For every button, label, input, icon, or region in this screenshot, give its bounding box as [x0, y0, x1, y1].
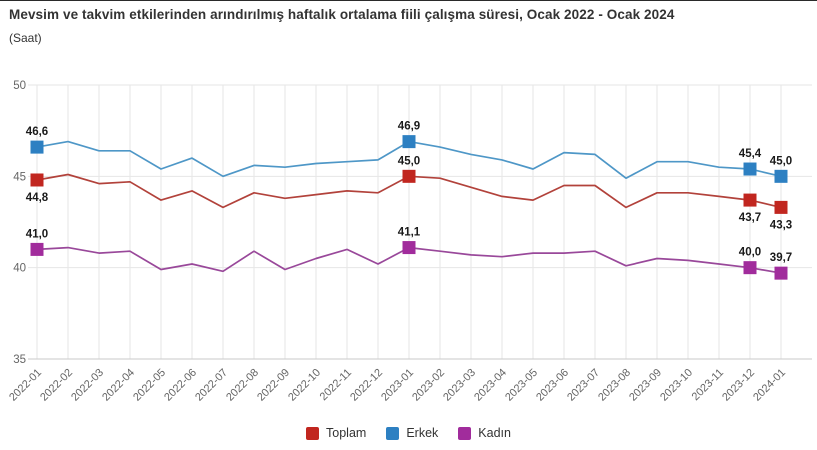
x-axis-label: 2022-08	[224, 367, 261, 404]
data-label-toplam: 45,0	[398, 155, 420, 167]
x-axis-label: 2023-02	[410, 367, 447, 404]
x-axis-label: 2022-09	[255, 367, 292, 404]
data-label-kadin: 40,0	[739, 247, 761, 259]
legend-item-erkek[interactable]: Erkek	[386, 426, 438, 440]
data-label-kadin: 41,0	[26, 228, 48, 240]
data-point-marker-toplam[interactable]	[774, 200, 788, 214]
data-point-marker-toplam[interactable]	[743, 193, 757, 207]
data-point-marker-erkek[interactable]	[743, 162, 757, 176]
legend-label: Toplam	[326, 426, 367, 440]
legend-swatch-icon	[458, 426, 472, 440]
x-axis-label: 2022-11	[318, 367, 354, 403]
x-axis-label: 2023-04	[472, 367, 509, 404]
legend-swatch-icon	[306, 426, 320, 440]
x-axis-label: 2023-12	[720, 367, 757, 404]
x-axis-label: 2023-01	[379, 367, 416, 404]
data-label-toplam: 43,3	[770, 219, 792, 231]
legend-item-kadin[interactable]: Kadın	[458, 426, 511, 440]
data-point-marker-kadin[interactable]	[774, 266, 788, 280]
legend-item-toplam[interactable]: Toplam	[306, 426, 366, 440]
x-axis-label: 2022-02	[38, 367, 75, 404]
chart-header: Mevsim ve takvim etkilerinden arındırılm…	[9, 7, 809, 45]
data-label-erkek: 46,6	[26, 126, 48, 138]
data-point-marker-erkek[interactable]	[402, 135, 416, 149]
x-axis-label: 2023-07	[565, 367, 602, 404]
x-axis-label: 2022-03	[69, 367, 106, 404]
data-point-marker-kadin[interactable]	[30, 242, 44, 256]
data-label-erkek: 45,4	[739, 148, 762, 160]
data-point-marker-toplam[interactable]	[30, 173, 44, 187]
data-label-toplam: 44,8	[26, 192, 49, 204]
x-axis-label: 2022-05	[131, 367, 168, 404]
y-axis-label: 50	[13, 80, 26, 92]
data-label-erkek: 45,0	[770, 155, 792, 167]
data-point-marker-kadin[interactable]	[402, 241, 416, 255]
legend-label: Erkek	[406, 426, 439, 440]
x-axis-label: 2023-03	[441, 367, 478, 404]
x-axis-label: 2022-12	[348, 367, 385, 404]
data-point-marker-erkek[interactable]	[30, 140, 44, 154]
chart-legend: Toplam Erkek Kadın	[0, 426, 817, 440]
x-axis-label: 2024-01	[751, 367, 788, 404]
x-axis-label: 2023-06	[534, 367, 571, 404]
x-axis-label: 2023-08	[596, 367, 633, 404]
x-axis-label: 2022-10	[286, 367, 323, 404]
y-axis-label: 45	[13, 171, 26, 183]
data-point-marker-erkek[interactable]	[774, 169, 788, 183]
x-axis-label: 2022-06	[162, 367, 199, 404]
y-axis-label: 35	[13, 354, 26, 366]
chart-subtitle: (Saat)	[9, 31, 42, 45]
legend-swatch-icon	[386, 426, 400, 440]
x-axis-label: 2022-07	[193, 367, 230, 404]
x-axis-label: 2023-11	[690, 367, 726, 403]
x-axis-label: 2022-04	[100, 367, 137, 404]
x-axis-label: 2023-09	[627, 367, 664, 404]
x-axis-label: 2023-10	[658, 367, 695, 404]
x-axis-label: 2022-01	[7, 367, 44, 404]
data-point-marker-kadin[interactable]	[743, 261, 757, 275]
chart-title: Mevsim ve takvim etkilerinden arındırılm…	[9, 7, 675, 22]
legend-label: Kadın	[478, 426, 511, 440]
data-label-toplam: 43,7	[739, 212, 761, 224]
x-axis-label: 2023-05	[503, 367, 540, 404]
data-label-kadin: 41,1	[398, 227, 421, 239]
data-label-erkek: 46,9	[398, 121, 420, 133]
data-point-marker-toplam[interactable]	[402, 169, 416, 183]
y-axis-label: 40	[13, 263, 26, 275]
data-label-kadin: 39,7	[770, 252, 792, 264]
